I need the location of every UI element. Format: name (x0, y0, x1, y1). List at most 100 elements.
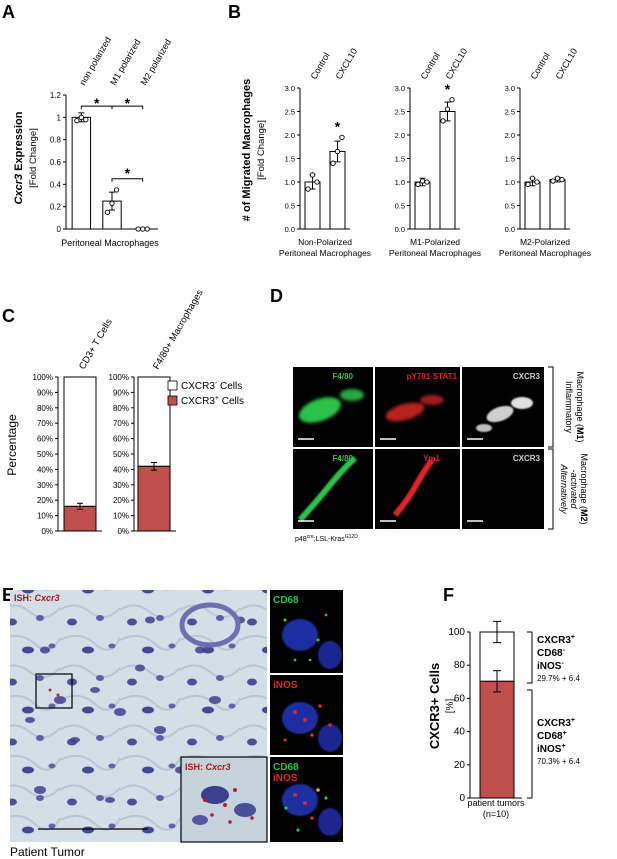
panel-c-chart: 0% 10% 20% 30% 40% 50% 60% 70% 80% 90% 100%CD3+ T … (33, 288, 206, 536)
bar-negative-c (63, 376, 97, 507)
bar-b (414, 181, 431, 230)
y-tick-label-b: 0.5 (505, 202, 515, 211)
y-tick-label-c: 50% (37, 450, 53, 459)
panel-e-ish-image (10, 590, 268, 843)
bar-b (524, 181, 541, 230)
subplot-xlabel-b: Peritoneal Macrophages (389, 248, 481, 258)
data-point-b (424, 179, 430, 185)
y-tick-label-b: 1.0 (395, 178, 405, 187)
data-point-b (419, 178, 426, 184)
data-point-a (144, 226, 150, 232)
category-label-a: non polarized (77, 35, 113, 87)
y-tick-label-c: 0% (117, 527, 129, 536)
y-tick-label-b: 2.0 (395, 131, 405, 140)
panel-letter-c: C (2, 306, 15, 326)
f-annotation-top-pct: 29.7% + 6.4 (537, 674, 580, 683)
y-tick-label-b: 3.0 (285, 84, 295, 93)
y-tick-label-b: 3.0 (395, 84, 405, 93)
legend-swatch-positive (167, 395, 178, 406)
significance-star-a: * (125, 95, 131, 111)
panel-a-ylabel-sub: [Fold Change] (28, 128, 39, 188)
d-side-label-m1-line2: Macrophage (M1) (575, 371, 585, 442)
d-side-label-m2-line3: Macrophage (M2) (579, 453, 589, 524)
y-tick-label-a: 0.2 (50, 203, 62, 212)
d-label-f480-2: F4/80 (333, 454, 354, 463)
y-tick-label-c: 10% (37, 512, 53, 521)
y-tick-label-c: 50% (113, 450, 129, 459)
stain-gray-m1 (476, 397, 533, 432)
y-tick-label-b: 0.5 (395, 202, 405, 211)
panel-f-sub-label: (n=10) (483, 809, 509, 819)
e-if-label-cd68: CD68 (273, 595, 299, 606)
y-tick-label-c: 90% (37, 388, 53, 397)
panel-d-micrographs: F4/80 pY701-STAT1 CXCR3 F4/80 Ym1 CXCR3 (293, 367, 544, 529)
bar-b (549, 179, 566, 230)
bar-negative-c (137, 376, 171, 467)
svg-text:CXCR3+: CXCR3+ (537, 634, 575, 646)
data-point-b (305, 186, 311, 192)
y-tick-label-c: 70% (113, 419, 129, 428)
data-point-a (78, 114, 84, 120)
y-tick-label-c: 60% (113, 435, 129, 444)
f-bracket-top (527, 631, 533, 684)
bar-positive-c (63, 505, 97, 532)
bar-a (71, 116, 92, 230)
svg-text:iNOS-: iNOS- (537, 660, 564, 672)
subplot-xlabel-b: M1-Polarized (410, 237, 460, 247)
svg-text:CD68-: CD68- (537, 647, 566, 659)
d-genotype: p48cre;LSL-KrasG12D (295, 534, 358, 543)
data-point-b (415, 181, 421, 188)
f-annotation-bottom: CXCR3+ CD68+ iNOS+ (537, 717, 575, 755)
y-tick-label-b: 2.0 (505, 131, 515, 140)
data-point-a (109, 200, 115, 206)
y-tick-label-b: 2.0 (285, 131, 295, 140)
y-tick-label-c: 80% (113, 404, 129, 413)
significance-star-b: * (335, 118, 341, 134)
stain-green-m2 (297, 455, 358, 523)
category-label-c: CD3+ T Cells (77, 317, 115, 372)
y-tick-label-a: 0.4 (50, 180, 62, 189)
y-tick-label-b: 1.5 (505, 155, 515, 164)
y-tick-label-c: 100% (109, 373, 129, 382)
y-tick-label-c: 80% (37, 404, 53, 413)
y-tick-label-b: 1.5 (285, 155, 295, 164)
d-bracket-m2 (548, 448, 554, 530)
d-side-label-m2-line2: -activated (569, 469, 579, 509)
stain-red-m2 (392, 458, 435, 517)
panel-a-ylabel: Cxcr3 Expression (13, 111, 25, 204)
y-tick-label-b: 2.5 (395, 108, 405, 117)
e-ish-label: ISH: Cxcr3 (14, 593, 60, 603)
data-point-b (444, 106, 451, 112)
panel-f-ylabel: CXCR3+ Cells (427, 663, 442, 749)
category-label-a: M2 polarized (139, 37, 173, 87)
subplot-xlabel-b: Peritoneal Macrophages (499, 248, 591, 258)
y-tick-label-b: 1.0 (285, 178, 295, 187)
data-point-b (309, 172, 316, 178)
d-label-ym1: Ym1 (423, 454, 440, 463)
y-tick-label-c: 40% (113, 465, 129, 474)
d-label-cxcr3-1: CXCR3 (513, 372, 541, 381)
legend-label-negative: CXCR3- Cells (181, 380, 242, 392)
panel-f-chart: 0 20 40 60 80 100 (448, 620, 522, 804)
y-tick-label-c: 30% (113, 481, 129, 490)
panel-b-ylabel-sub: [Fold Change] (256, 120, 267, 180)
y-tick-label-b: 3.0 (505, 84, 515, 93)
d-bracket-m1 (548, 366, 554, 448)
category-label-b: CXCL10 (554, 47, 580, 81)
panel-f-category: patient tumors (467, 798, 525, 808)
ish-roi-box (35, 673, 73, 709)
stain-green-m1 (298, 389, 364, 423)
y-tick-label-c: 20% (37, 496, 53, 505)
bar-positive-c (137, 465, 171, 532)
panel-letter-a: A (2, 2, 15, 22)
panel-letter-d: D (270, 286, 283, 306)
data-point-b (559, 176, 565, 183)
y-tick-label-a: 0 (57, 225, 62, 234)
y-tick-label-a: 1 (57, 113, 62, 122)
data-point-b (314, 179, 320, 185)
significance-star-a: * (125, 165, 131, 181)
y-tick-label-c: 10% (113, 512, 129, 521)
stain-red-m1 (385, 395, 444, 422)
data-point-b (550, 178, 556, 184)
